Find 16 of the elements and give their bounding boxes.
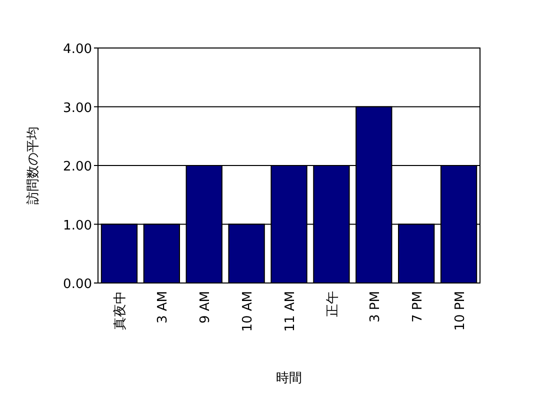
- y-tick-label: 1.00: [63, 218, 92, 234]
- y-tick-label: 3.00: [63, 100, 92, 116]
- y-axis-title: 訪問数の平均: [26, 126, 41, 204]
- x-tick-label: 10 PM: [452, 291, 468, 331]
- x-tick-label: 3 AM: [156, 291, 171, 324]
- y-tick-label: 2.00: [63, 160, 92, 174]
- x-axis-title: 時間: [276, 371, 302, 386]
- x-tick-label: 7 PM: [410, 291, 426, 322]
- x-tick-label: 正午: [325, 291, 340, 317]
- x-tick-label: 真夜中: [112, 291, 128, 330]
- x-tick-label: 10 AM: [240, 291, 256, 332]
- x-tick-label: 3 PM: [368, 291, 383, 322]
- y-tick-label: 0.00: [63, 277, 92, 292]
- x-tick-label: 9 AM: [198, 291, 214, 324]
- y-tick-label: 4.00: [63, 42, 92, 57]
- x-tick-label: 11 AM: [283, 291, 298, 332]
